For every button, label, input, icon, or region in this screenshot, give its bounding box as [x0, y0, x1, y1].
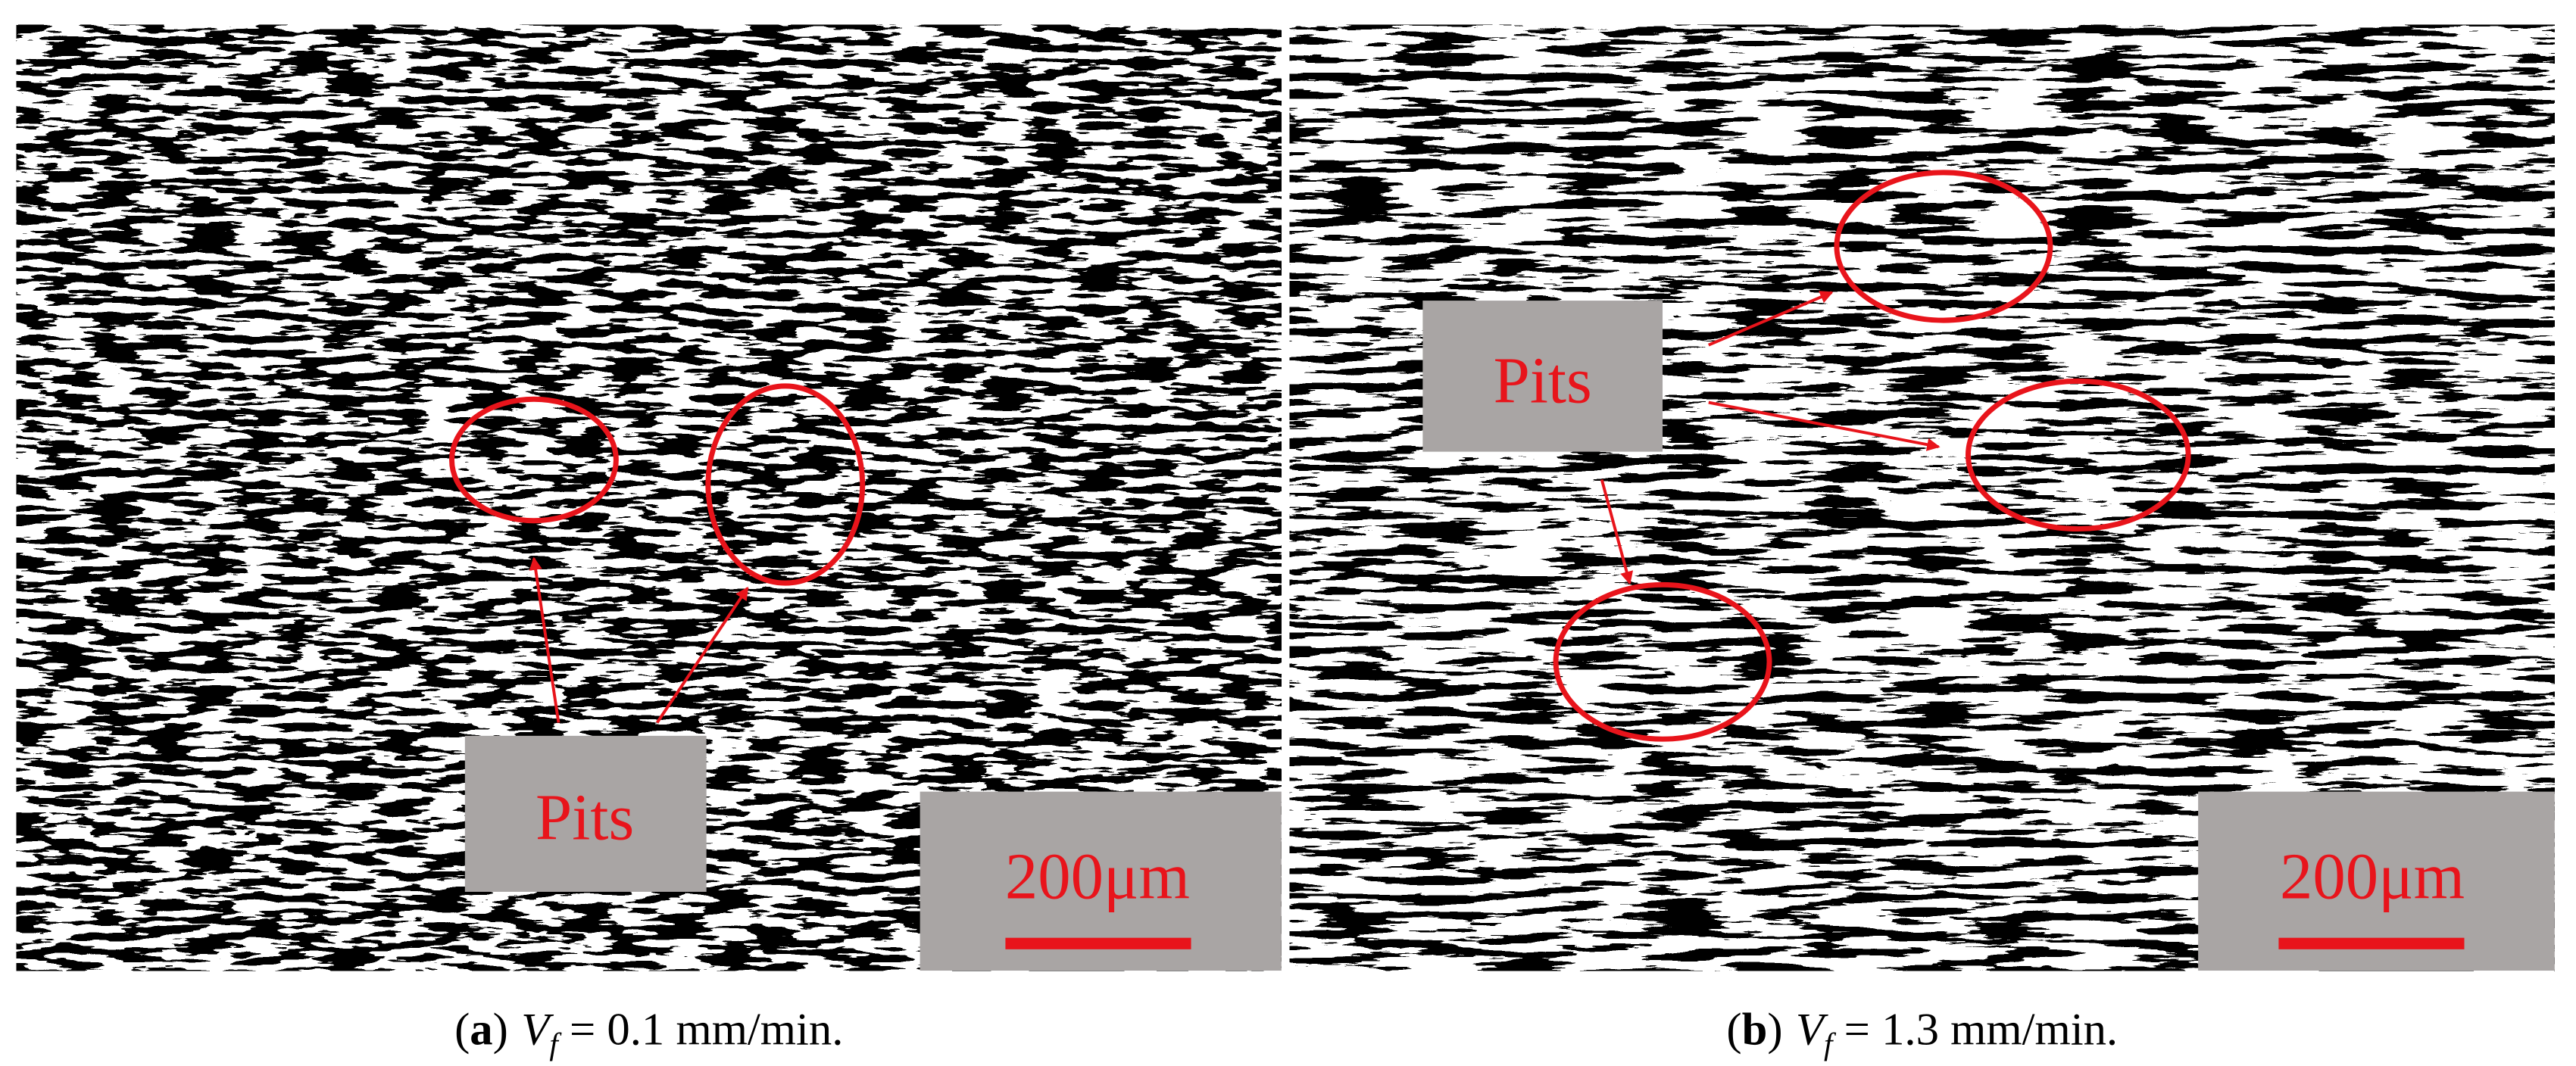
- arrow: [1600, 478, 1634, 585]
- caption-label: b: [1742, 1005, 1768, 1055]
- caption-variable: V: [1796, 1005, 1828, 1055]
- caption-part: (: [454, 1005, 470, 1055]
- panel-b: Pits 200μm (b) Vf = 1.3 mm/min.: [1289, 24, 2555, 1061]
- pits-label: Pits: [1494, 344, 1592, 417]
- pit-marker: [1834, 170, 2053, 323]
- pit-marker: [1553, 581, 1772, 742]
- scale-label: 200μm: [1005, 840, 1190, 913]
- caption-part: ): [1767, 1005, 1782, 1055]
- caption-variable: V: [521, 1005, 554, 1055]
- label-box: [464, 735, 707, 892]
- caption-part: ): [493, 1005, 508, 1055]
- arrow: [1708, 401, 1941, 451]
- caption-part: = 1.3 mm/min.: [1832, 1005, 2118, 1055]
- pits-label: Pits: [535, 781, 634, 854]
- arrow: [1707, 291, 1834, 347]
- pit-marker: [705, 383, 866, 586]
- panel-a: Pits 200μm (a) Vf = 0.1 mm/min.: [16, 24, 1282, 1061]
- scale-bar: [2278, 937, 2465, 949]
- caption-part: = 0.1 mm/min.: [558, 1005, 844, 1055]
- caption-label: a: [470, 1005, 492, 1055]
- caption: (b) Vf = 1.3 mm/min.: [1726, 1005, 2118, 1061]
- label-box: [1422, 301, 1663, 452]
- scale-bar: [1005, 937, 1191, 949]
- pit-marker: [449, 396, 619, 524]
- pit-marker: [1965, 378, 2191, 532]
- caption-part: (: [1726, 1005, 1741, 1055]
- arrow: [529, 556, 560, 723]
- caption: (a) Vf = 0.1 mm/min.: [454, 1005, 843, 1061]
- arrow: [655, 586, 749, 724]
- scale-label: 200μm: [2280, 840, 2465, 913]
